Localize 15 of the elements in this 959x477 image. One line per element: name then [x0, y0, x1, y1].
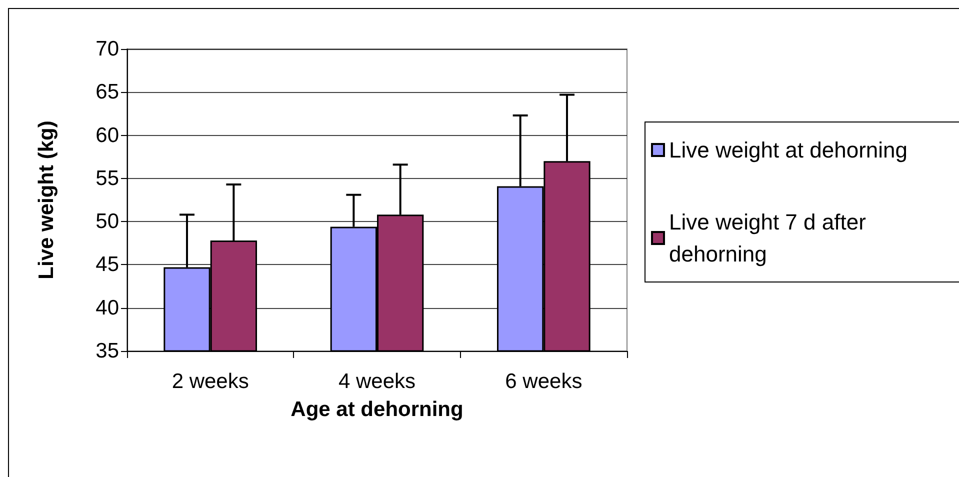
legend-label: Live weight 7 d after dehorning — [669, 210, 872, 266]
y-tick-label: 65 — [96, 80, 119, 104]
y-axis-title: Live weight (kg) — [35, 120, 58, 280]
y-tick-label: 40 — [96, 296, 119, 320]
y-tick-label: 55 — [96, 166, 119, 190]
x-tick-label: 2 weeks — [172, 370, 249, 393]
legend-label: Live weight at dehorning — [669, 138, 908, 162]
x-tick-label: 4 weeks — [338, 370, 416, 393]
y-tick-label: 50 — [96, 210, 119, 234]
y-tick-label: 45 — [96, 253, 119, 276]
x-axis-title: Age at dehorning — [290, 398, 464, 421]
y-tick-label: 70 — [96, 38, 119, 60]
x-tick-label: 6 weeks — [505, 370, 582, 393]
y-tick-label: 35 — [96, 340, 119, 362]
y-tick-label: 60 — [96, 124, 119, 147]
